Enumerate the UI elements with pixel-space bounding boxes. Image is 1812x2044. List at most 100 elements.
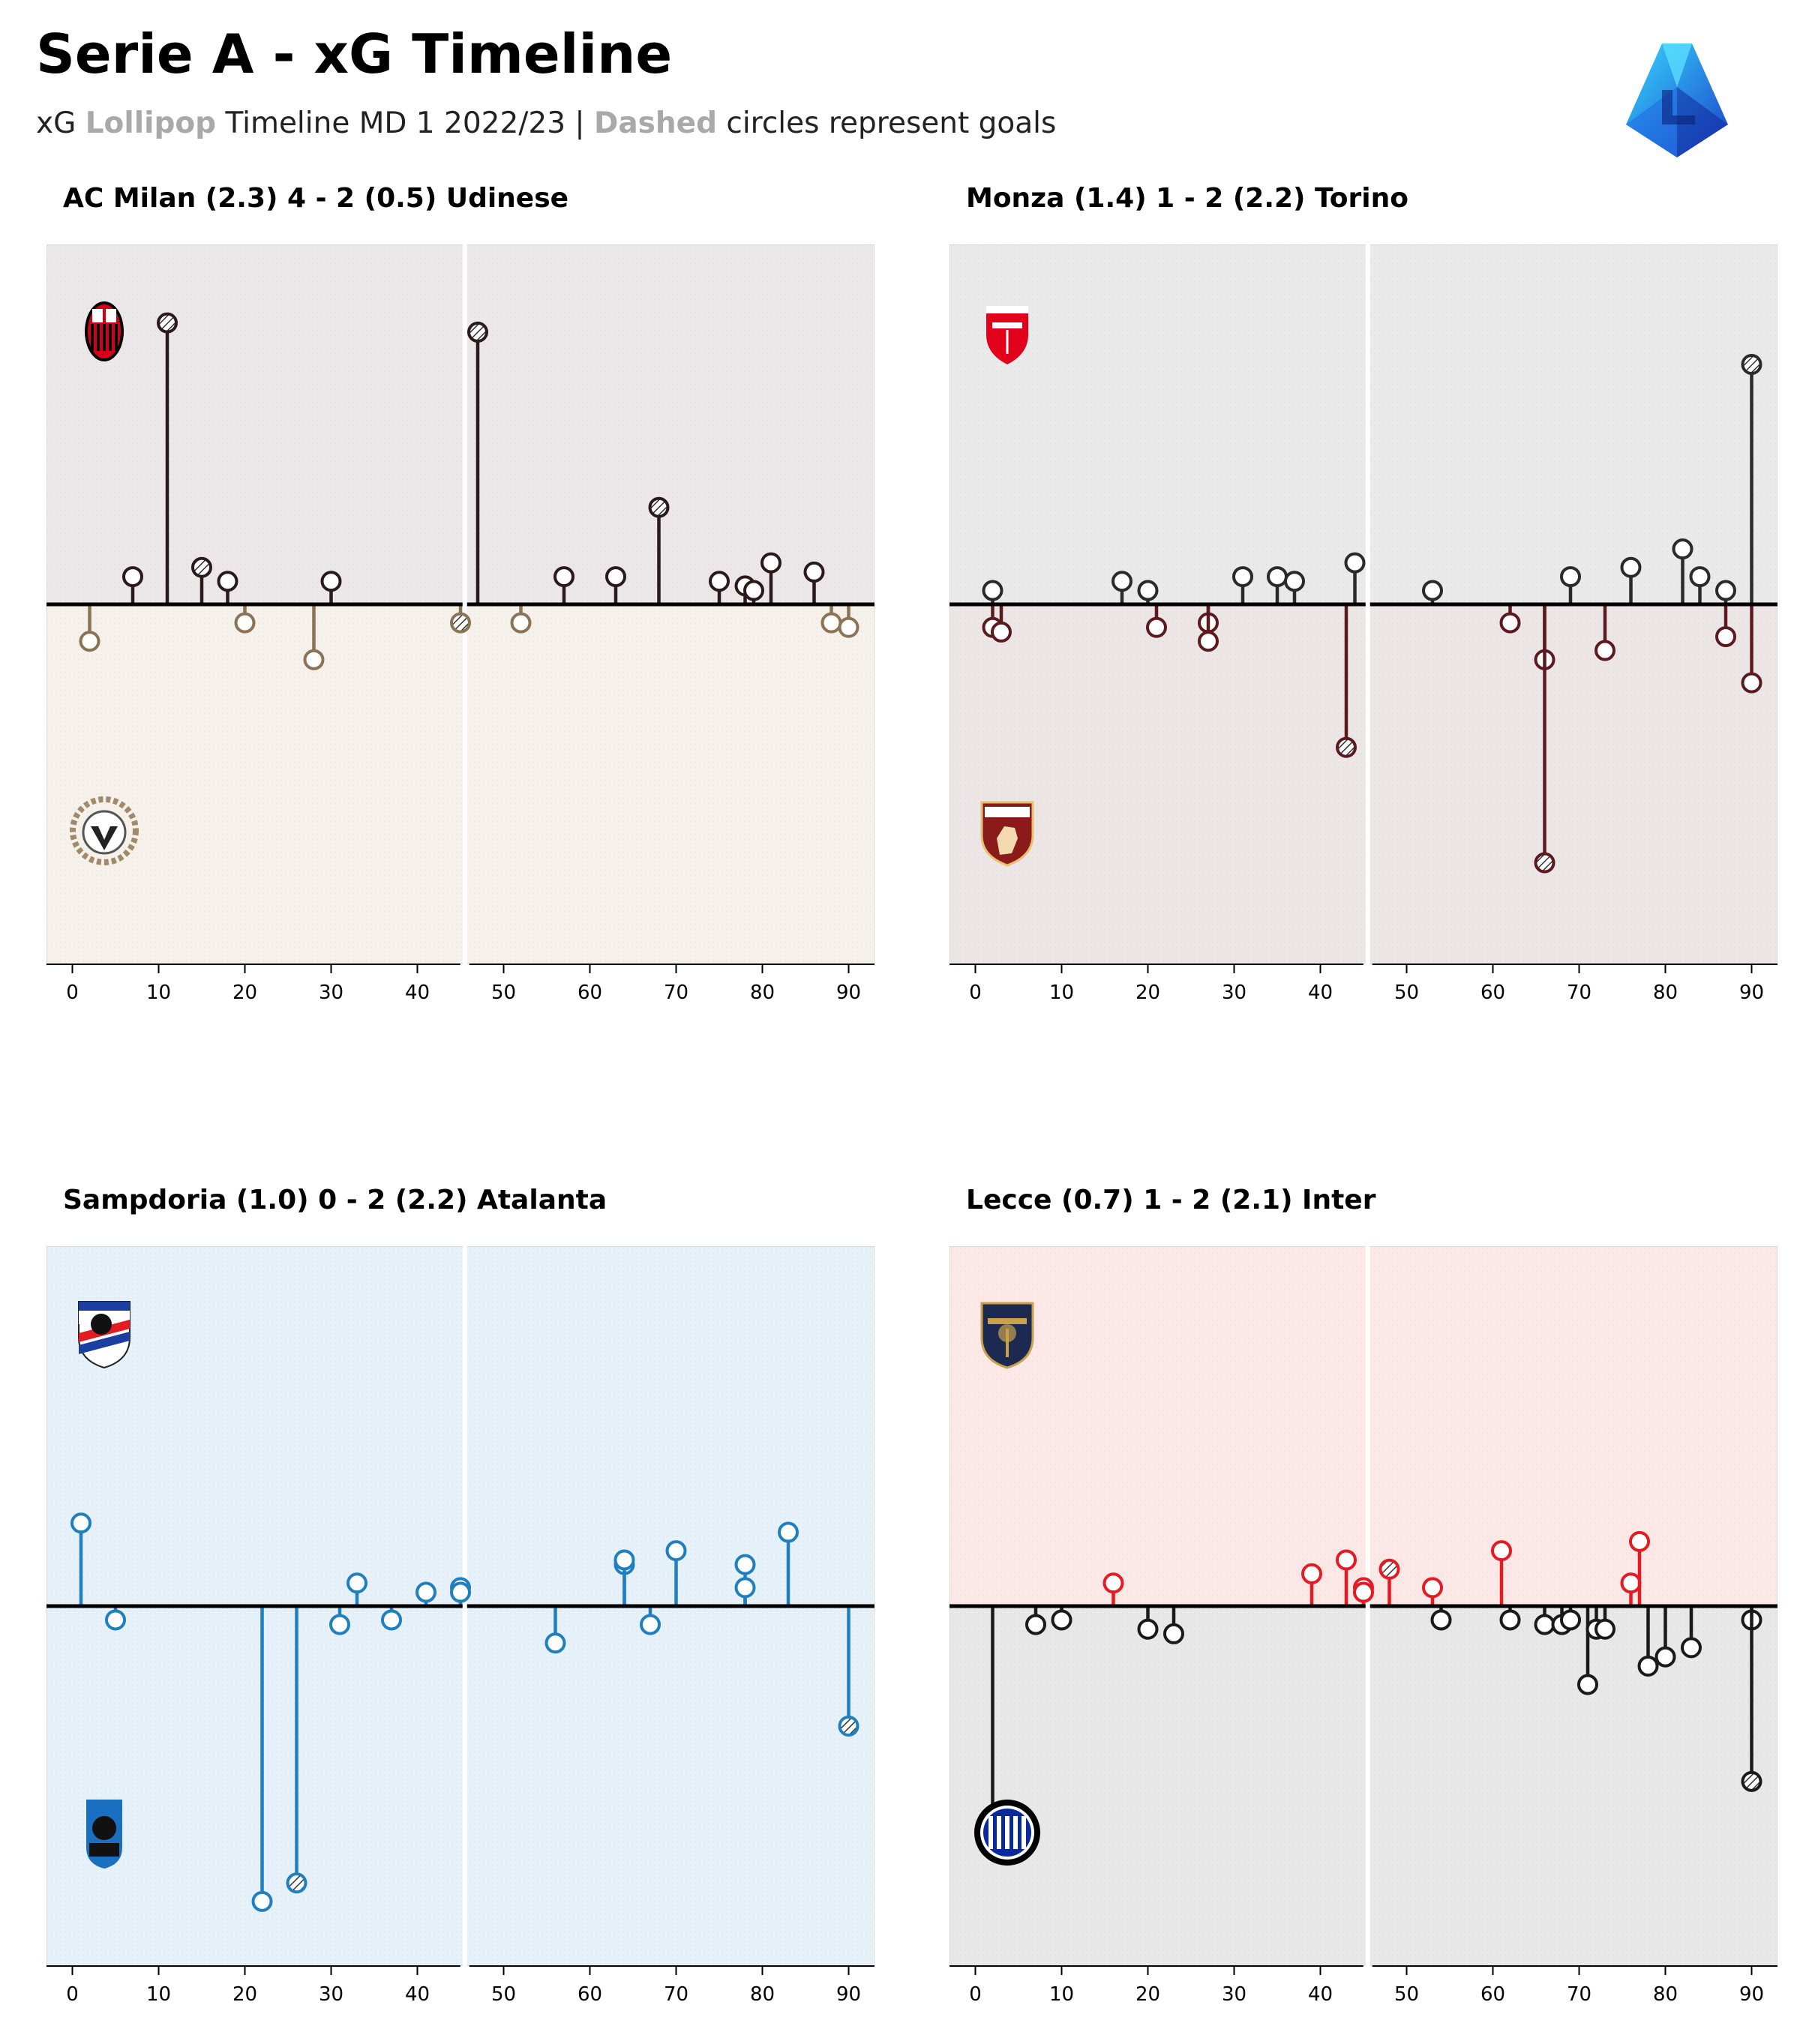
home-shot-goal-marker [1378,1558,1400,1580]
home-shot-shot-marker [709,571,730,592]
x-tick-label: 90 [1739,1983,1764,2006]
x-tick-label: 20 [232,982,257,1004]
x-tick-label: 80 [750,1983,775,2006]
home-shot-shot-marker [803,561,825,583]
chart-title: Monza (1.4) 1 - 2 (2.2) Torino [966,183,1408,214]
home-shot-shot-marker [665,1540,687,1562]
x-tick-label: 0 [969,1983,982,2006]
home-shot-shot-marker [1491,1540,1512,1562]
home-shot-shot-marker [982,580,1004,601]
half-time-divider [1365,244,1370,964]
x-tick-label: 40 [405,1983,430,2006]
x-tick-label: 30 [319,1983,344,2006]
x-tick-label: 50 [491,1983,516,2006]
away-shot-goal-marker [1534,852,1556,874]
page-subtitle: xG Lollipop Timeline MD 1 2022/23 | Dash… [36,106,1056,140]
x-tick-label: 70 [664,982,688,1004]
udinese-crest-icon [70,796,139,865]
home-shot-shot-marker [1336,1549,1357,1571]
x-tick-label: 20 [232,1983,257,2006]
away-shot-shot-marker [1051,1609,1072,1631]
home-shot-shot-marker [1715,580,1736,601]
away-shot-shot-marker [1025,1614,1046,1635]
home-shot-shot-marker [346,1572,368,1594]
away-shot-goal-marker [838,1716,860,1737]
home-shot-shot-marker [1672,538,1694,560]
home-shot-goal-marker [1741,354,1762,375]
home-shot-shot-marker [1137,580,1159,601]
home-shot-shot-marker [734,1577,756,1599]
half-time-divider [1365,1246,1370,1966]
x-tick-label: 20 [1136,982,1160,1004]
chart-panel: Sampdoria (1.0) 0 - 2 (2.2) Atalanta 0 10 2… [46,1185,874,2006]
monza-crest-icon [986,306,1028,364]
away-shot-shot-marker [79,631,100,652]
atalanta-crest-icon [86,1800,122,1869]
x-tick-label: 60 [578,982,602,1004]
lecce-crest-icon [980,1302,1034,1369]
home-shot-shot-marker [217,571,238,592]
home-shot-shot-marker [1112,571,1132,592]
away-shot-shot-marker [1715,626,1736,648]
home-shot-shot-marker [416,1581,436,1603]
chart-title: AC Milan (2.3) 4 - 2 (0.5) Udinese [63,183,568,214]
home-shot-goal-marker [467,321,488,343]
x-tick-label: 80 [1653,1983,1678,2006]
home-shot-shot-marker [450,1581,471,1603]
home-shot-shot-marker [1267,566,1288,588]
x-tick-label: 10 [1049,1983,1074,2006]
home-shot-shot-marker [778,1521,799,1543]
away-shot-goal-marker [1336,736,1357,758]
x-tick-label: 40 [405,982,430,1004]
away-shot-shot-marker [838,616,860,638]
away-shot-shot-marker [251,1890,273,1912]
subtitle-prefix: xG [36,106,86,140]
away-shot-shot-marker [105,1609,126,1631]
home-shot-shot-marker [1344,552,1366,574]
x-tick-label: 0 [66,982,79,1004]
home-shot-shot-marker [1353,1581,1374,1603]
x-tick-label: 10 [1049,982,1074,1004]
page-title: Serie A - xG Timeline [36,22,673,85]
away-shot-shot-marker [1499,1609,1521,1631]
x-tick-label: 40 [1308,1983,1333,2006]
away-shot-shot-marker [303,649,325,670]
home-shot-shot-marker [554,566,574,588]
home-shot-shot-marker [1422,1577,1443,1599]
away-shot-shot-marker [1594,640,1616,661]
away-shot-shot-marker [1654,1646,1676,1668]
away-shot-shot-marker [1594,1618,1616,1640]
home-shot-shot-marker [320,571,342,592]
away-shot-shot-marker [1198,631,1219,652]
away-shot-shot-marker [1637,1656,1659,1677]
home-shot-goal-marker [191,556,212,578]
home-shot-shot-marker [1689,566,1711,588]
x-tick-label: 0 [969,982,982,1004]
home-shot-shot-marker [1620,1572,1642,1594]
x-tick-label: 90 [1739,982,1764,1004]
subtitle-suffix: circles represent goals [717,106,1057,140]
x-tick-label: 80 [750,982,775,1004]
chart-panel: Lecce (0.7) 1 - 2 (2.1) Inter 0 10 20 30 40 50… [950,1185,1778,2006]
away-shot-shot-marker [1430,1609,1452,1631]
home-shot-goal-marker [648,496,670,518]
subtitle-bold-lollipop: Lollipop [85,106,217,140]
subtitle-bold-dashed: Dashed [593,106,717,140]
home-shot-shot-marker [1422,580,1443,601]
x-tick-label: 90 [836,982,861,1004]
x-tick-label: 60 [1480,982,1505,1004]
x-tick-label: 10 [146,982,171,1004]
torino-crest-icon [980,801,1034,867]
home-shot-shot-marker [122,566,143,588]
chart-title: Lecce (0.7) 1 - 2 (2.1) Inter [966,1185,1376,1215]
subtitle-middle: Timeline MD 1 2022/23 | [216,106,594,140]
ac-milan-crest-icon [85,301,124,361]
chart-panel: Monza (1.4) 1 - 2 (2.2) Torino 0 10 20 30 40 5… [950,183,1778,1004]
away-shot-shot-marker [1681,1637,1702,1659]
home-shot-shot-marker [1560,566,1581,588]
x-tick-label: 50 [1394,1983,1419,2006]
x-tick-label: 90 [836,1983,861,2006]
away-shot-shot-marker [1163,1623,1184,1644]
x-tick-label: 70 [664,1983,688,2006]
